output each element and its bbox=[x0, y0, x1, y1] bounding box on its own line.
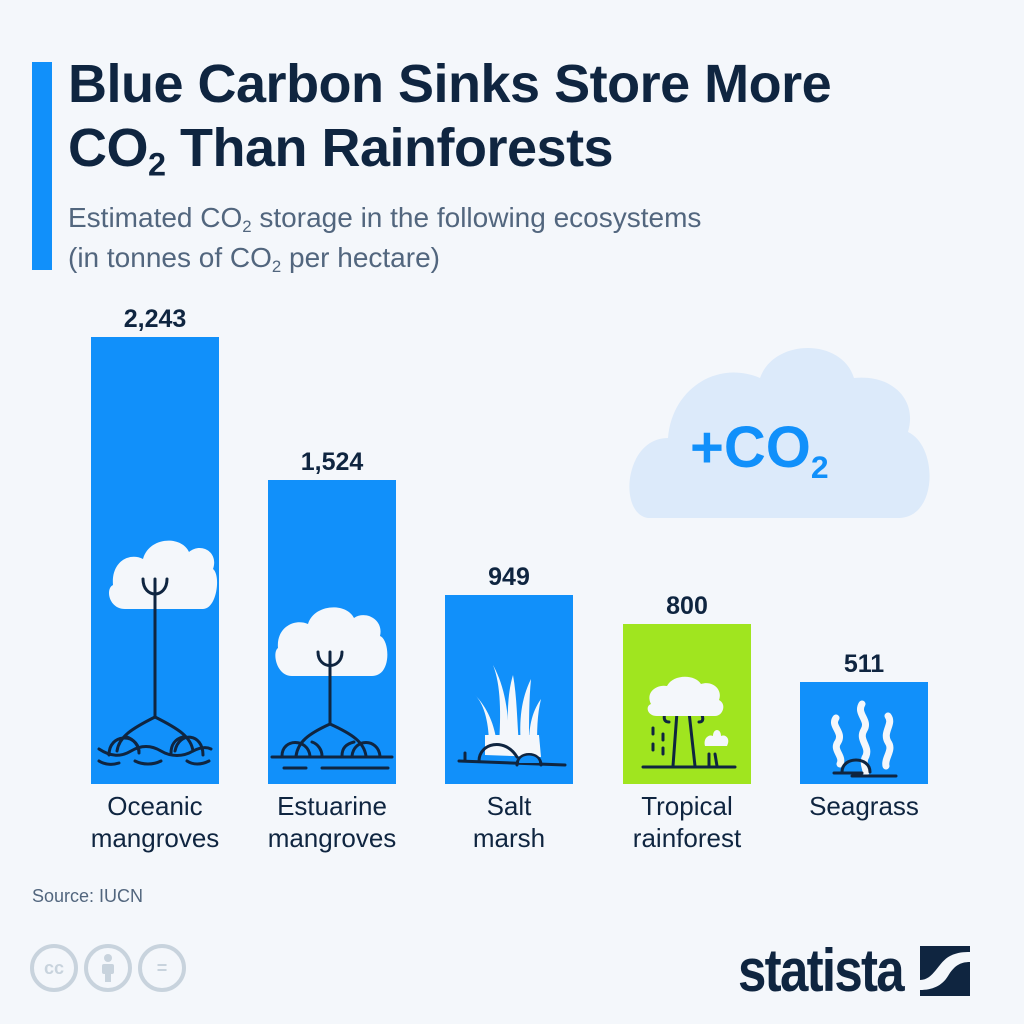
no-derivatives-icon[interactable]: = bbox=[138, 944, 186, 992]
source-note: Source: IUCN bbox=[32, 886, 144, 906]
rainforest-tree-icon bbox=[641, 676, 737, 769]
subtitle-sub: 2 bbox=[242, 217, 252, 237]
logo-text: statista bbox=[738, 937, 905, 1004]
co2-sub: 2 bbox=[810, 449, 829, 486]
attribution-icon[interactable] bbox=[84, 944, 132, 992]
co2-label: +CO2 bbox=[690, 414, 829, 483]
bar-label-tropical-rainforest: Tropical rainforest bbox=[597, 790, 777, 854]
label-line: Estuarine bbox=[277, 791, 387, 821]
label-line: rainforest bbox=[632, 823, 742, 853]
bar-label-oceanic-mangroves: Oceanic mangroves bbox=[65, 790, 245, 854]
title-line1: Blue Carbon Sinks Store More bbox=[68, 54, 832, 114]
chart-subtitle: Estimated CO2 storage in the following e… bbox=[68, 198, 701, 278]
statista-logo[interactable]: statista bbox=[738, 936, 971, 1005]
license-icons: cc = bbox=[30, 944, 186, 992]
mangrove-tree-icon bbox=[270, 607, 394, 770]
title-line2: Than Rainforests bbox=[165, 118, 614, 178]
subtitle-text: storage in the following ecosystems bbox=[251, 202, 702, 233]
label-line: Oceanic bbox=[107, 791, 203, 821]
subtitle-sub: 2 bbox=[271, 257, 282, 277]
grass-icon bbox=[457, 665, 567, 767]
bar-oceanic-mangroves bbox=[91, 337, 219, 784]
bar-estuarine-mangroves bbox=[268, 480, 396, 784]
bar-value-seagrass: 511 bbox=[843, 650, 885, 678]
cc-text: cc bbox=[43, 957, 65, 978]
bar-value-estuarine-mangroves: 1,524 bbox=[300, 448, 364, 476]
label-line: marsh bbox=[472, 823, 546, 853]
co2-cloud-icon bbox=[629, 348, 930, 518]
statista-wave-icon bbox=[920, 945, 971, 996]
bar-label-estuarine-mangroves: Estuarine mangroves bbox=[242, 790, 422, 854]
bar-label-seagrass: Seagrass bbox=[774, 790, 954, 822]
bar-salt-marsh bbox=[445, 595, 573, 784]
chart-title: Blue Carbon Sinks Store More CO2 Than Ra… bbox=[68, 52, 832, 183]
label-line: Tropical bbox=[641, 791, 733, 821]
person-icon bbox=[102, 954, 114, 982]
title-sub: 2 bbox=[148, 146, 166, 183]
bar-tropical-rainforest bbox=[623, 624, 751, 784]
label-line: mangroves bbox=[90, 823, 220, 853]
cc-icon[interactable]: cc bbox=[30, 944, 78, 992]
subtitle-text: per hectare) bbox=[281, 242, 440, 273]
label-line: Salt bbox=[486, 791, 532, 821]
co2-text: +CO bbox=[690, 415, 811, 480]
title-accent-bar bbox=[32, 62, 52, 270]
seagrass-icon bbox=[831, 700, 898, 778]
subtitle-text: Estimated CO bbox=[68, 202, 243, 233]
title-co: CO bbox=[68, 118, 149, 178]
bar-value-tropical-rainforest: 800 bbox=[666, 592, 708, 620]
bar-value-salt-marsh: 949 bbox=[488, 563, 530, 591]
subtitle-text: (in tonnes of CO bbox=[68, 242, 272, 273]
bar-label-salt-marsh: Salt marsh bbox=[419, 790, 599, 854]
bar-seagrass bbox=[800, 682, 928, 784]
mangrove-tree-icon bbox=[97, 540, 218, 766]
label-line: Seagrass bbox=[809, 791, 919, 821]
nd-text: = bbox=[156, 957, 168, 978]
bar-value-oceanic-mangroves: 2,243 bbox=[123, 305, 187, 333]
label-line: mangroves bbox=[267, 823, 397, 853]
